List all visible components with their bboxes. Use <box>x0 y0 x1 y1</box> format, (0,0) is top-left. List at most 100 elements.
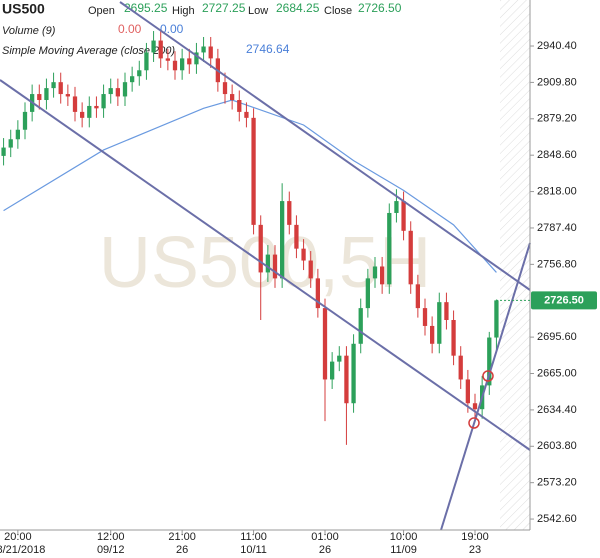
candle-body <box>44 88 49 101</box>
candle-body <box>237 100 242 112</box>
candle-body <box>472 403 478 410</box>
marker <box>468 417 480 429</box>
value: 0.00 <box>118 22 142 36</box>
x-tick-label: 21:00 <box>168 531 196 543</box>
value: 2746.64 <box>246 42 290 56</box>
candle-body <box>222 82 228 95</box>
candle-body <box>287 201 292 225</box>
trend-lines <box>0 1 531 531</box>
candle-body <box>87 105 92 118</box>
candle-body <box>51 82 56 89</box>
candle-body <box>301 248 306 261</box>
candle-body <box>144 52 149 71</box>
x-tick-label: 12:00 <box>97 531 125 543</box>
candle-body <box>365 278 370 309</box>
candle-body <box>372 266 378 279</box>
candle-body <box>294 224 299 249</box>
candle-body <box>358 308 363 344</box>
x-tick-label: 11:00 <box>240 531 267 543</box>
candle-body <box>337 355 342 362</box>
candle-body <box>80 111 85 118</box>
label: Volume (9) <box>2 25 56 37</box>
candle-body <box>258 224 263 273</box>
y-tick-label: 2787.40 <box>537 222 577 234</box>
candle-body <box>115 88 120 97</box>
label: Simple Moving Average (close 200) <box>2 45 175 57</box>
candle-body <box>351 343 356 404</box>
candle-body <box>180 58 185 71</box>
y-tick-label: 2909.80 <box>537 76 577 88</box>
candle-body <box>315 278 320 309</box>
value: 2684.25 <box>276 1 320 15</box>
candle-body <box>58 82 63 95</box>
candle-body <box>187 58 192 65</box>
candle-body <box>151 40 156 53</box>
candle-body <box>430 325 435 344</box>
candle-body <box>280 201 285 279</box>
y-tick-label: 2695.60 <box>537 331 577 343</box>
candle-body <box>444 302 449 320</box>
y-tick-label: 2848.60 <box>537 149 577 161</box>
candle-body <box>330 361 335 380</box>
candle-body <box>458 355 463 380</box>
trend-line <box>440 242 531 531</box>
candle-body <box>201 46 206 53</box>
candle-body <box>465 379 470 404</box>
x-tick-label: 09/12 <box>97 544 125 556</box>
candle-body <box>244 111 249 118</box>
candle-body <box>230 94 235 101</box>
x-tick-label: 11/09 <box>390 544 417 556</box>
candle-body <box>172 60 178 71</box>
symbol: US500 <box>2 1 45 17</box>
candle-body <box>130 76 135 83</box>
candle-body <box>101 94 106 109</box>
candle-body <box>37 94 42 101</box>
candle-body <box>1 147 6 156</box>
candle-body <box>265 254 270 273</box>
header: US500 Open 2695.25 High 2727.25 Low 2684… <box>2 1 402 57</box>
x-tick-label: 01:00 <box>311 531 339 543</box>
candle-body <box>322 308 328 380</box>
candle-body <box>422 308 428 326</box>
trend-line <box>0 79 531 451</box>
candle-body <box>208 46 213 59</box>
y-tick-label: 2603.80 <box>537 440 577 452</box>
candle-body <box>308 260 313 279</box>
candle-body <box>251 117 256 225</box>
x-tick-label: 20:00 <box>4 531 32 543</box>
candle-body <box>65 94 70 97</box>
candle-body <box>158 40 163 59</box>
y-tick-label: 2818.00 <box>537 185 577 197</box>
marker <box>482 370 494 382</box>
x-tick-label: 26 <box>319 544 331 556</box>
value: 2726.50 <box>358 1 402 15</box>
candle-body <box>344 355 349 404</box>
candle-body <box>15 129 20 140</box>
candle-body <box>94 105 99 109</box>
y-tick-label: 2756.80 <box>537 258 577 270</box>
y-tick-label: 2940.40 <box>537 40 577 52</box>
candle-body <box>415 284 420 309</box>
label: High <box>172 5 195 17</box>
sma-line <box>3 99 497 273</box>
value: 2727.25 <box>202 1 246 15</box>
y-tick-label: 2879.20 <box>537 113 577 125</box>
candle-body <box>72 96 78 112</box>
candle-body <box>122 82 128 97</box>
label: Low <box>248 5 268 17</box>
candle-body <box>272 254 278 279</box>
watermark: US500,5H <box>99 223 431 303</box>
candle-body <box>8 139 13 148</box>
candle-body <box>487 337 492 386</box>
candle-body <box>108 88 113 95</box>
candle-body <box>401 201 406 231</box>
y-tick-label: 2665.00 <box>537 367 577 379</box>
candle-body <box>394 201 399 213</box>
x-tick-label: 19:00 <box>461 531 489 543</box>
y-tick-label: 2573.20 <box>537 477 577 489</box>
last-price-box <box>531 291 597 310</box>
value: 2695.25 <box>124 1 168 15</box>
candle-body <box>165 58 170 61</box>
trend-line <box>119 1 531 291</box>
candle-body <box>22 111 28 130</box>
